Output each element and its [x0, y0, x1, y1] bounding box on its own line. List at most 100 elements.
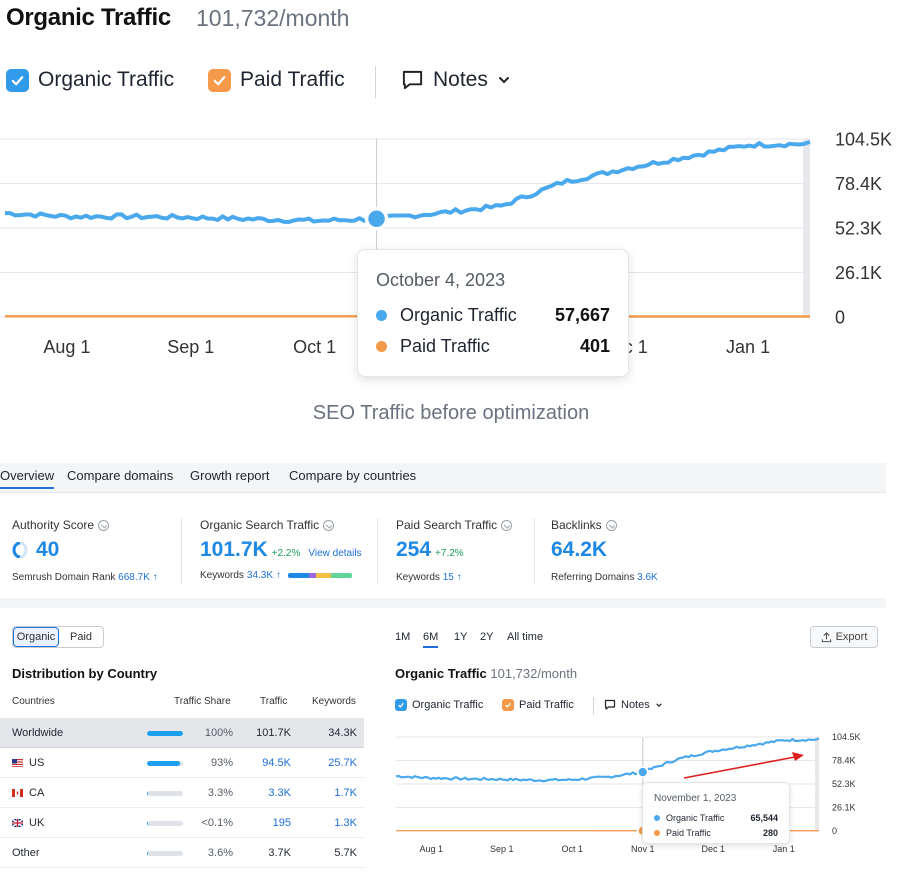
x-tick-label: Jan 1	[773, 844, 795, 854]
export-icon	[821, 631, 831, 642]
country-name: US	[29, 757, 45, 769]
organic-search-traffic-value: 101.7K	[200, 538, 268, 561]
checkbox-checked-icon[interactable]	[6, 68, 29, 92]
domain-rank-link[interactable]: 668.7K	[118, 572, 150, 583]
x-tick-label: Sep 1	[167, 337, 214, 357]
tab-overview[interactable]: Overview	[0, 468, 55, 489]
trend-arrow-icon	[683, 752, 804, 779]
traffic-share-value: 3.6%	[207, 847, 233, 859]
chart-caption: SEO Traffic before optimization	[312, 402, 590, 424]
organic-dot-icon	[654, 815, 660, 821]
metric-divider	[377, 518, 378, 584]
mini-chart-tooltip: November 1, 2023 Organic Traffic 65,544 …	[642, 782, 790, 844]
metric-authority-score: Authority Score 40 Semrush Domain Rank 6…	[12, 518, 158, 583]
segment-organic[interactable]: Organic	[13, 627, 59, 647]
series-line-organic	[5, 140, 811, 225]
metric-backlinks: Backlinks 64.2K Referring Domains 3.6K	[551, 518, 658, 583]
table-row[interactable]: Worldwide 100% 101.7K 34.3K	[0, 718, 364, 748]
period-all-time[interactable]: All time	[507, 631, 544, 643]
y-tick-label: 78.4K	[835, 174, 882, 194]
metric-organic-search-traffic: Organic Search Traffic 101.7K +2.2% View…	[200, 518, 362, 581]
column-header-traffic: Traffic	[260, 696, 288, 707]
column-header-traffic-share: Traffic Share	[174, 696, 231, 707]
traffic-value: 101.7K	[256, 727, 291, 739]
traffic-share-value: 100%	[204, 727, 233, 739]
traffic-share-value: <0.1%	[201, 817, 234, 829]
authority-gauge-icon	[12, 542, 28, 558]
table-row[interactable]: UK <0.1% 195 1.3K	[0, 808, 364, 838]
info-icon[interactable]	[605, 519, 617, 531]
traffic-value[interactable]: 94.5K	[262, 757, 291, 769]
legend-divider	[375, 66, 376, 98]
checkbox-checked-icon[interactable]	[395, 699, 407, 711]
segment-paid[interactable]: Paid	[69, 631, 93, 643]
table-row[interactable]: US 93% 94.5K 25.7K	[0, 748, 364, 778]
chart-edge	[815, 737, 819, 831]
table-row[interactable]: Other 3.6% 3.7K 5.7K	[0, 838, 364, 868]
mini-legend-paid-toggle[interactable]: Paid Traffic	[502, 699, 574, 711]
notes-label: Notes	[433, 68, 488, 91]
y-tick-label: 26.1K	[832, 803, 856, 813]
organic-dot-icon	[376, 310, 387, 321]
paid-delta: +7.2%	[435, 548, 464, 559]
mini-legend-organic-toggle[interactable]: Organic Traffic	[395, 699, 483, 711]
distribution-title: Distribution by Country	[12, 666, 158, 681]
y-tick-label: 104.5K	[835, 129, 892, 149]
traffic-value[interactable]: 3.3K	[268, 787, 291, 799]
legend-paid-toggle[interactable]: Paid Traffic	[208, 68, 345, 92]
view-details-link[interactable]: View details	[308, 548, 362, 559]
tab-compare-domains[interactable]: Compare domains	[67, 468, 174, 483]
x-tick-label: Jan 1	[726, 337, 770, 357]
y-tick-label: 26.1K	[835, 263, 882, 283]
info-icon[interactable]	[98, 519, 110, 531]
paid-dot-icon	[654, 830, 660, 836]
info-icon[interactable]	[323, 519, 335, 531]
paid-search-traffic-value: 254	[396, 538, 432, 561]
keyword-intent-bar	[288, 573, 353, 578]
export-button[interactable]: Export	[810, 626, 878, 648]
traffic-value: 101,732/month	[196, 5, 350, 31]
organic-delta: +2.2%	[271, 548, 301, 559]
mini-tooltip-row-paid: Paid Traffic 280	[654, 828, 778, 838]
tab-growth-report[interactable]: Growth report	[190, 468, 270, 483]
notes-icon	[604, 699, 616, 710]
referring-domains-link[interactable]: 3.6K	[637, 572, 658, 583]
tab-compare-by-countries[interactable]: Compare by countries	[289, 468, 417, 483]
authority-score-value: 40	[36, 538, 60, 561]
traffic-share-bar	[147, 791, 183, 796]
mini-organic-traffic-chart[interactable]: 0 26.1K 52.3K 78.4K 104.5K Aug 1 Sep 1 Oct 1 Nov…	[390, 728, 886, 858]
country-name: Other	[12, 847, 40, 859]
keywords-value[interactable]: 1.7K	[334, 787, 357, 799]
hover-point-organic	[636, 766, 649, 778]
mini-notes-dropdown[interactable]: Notes	[604, 699, 663, 711]
period-6m[interactable]: 6M	[423, 631, 439, 648]
keywords-value[interactable]: 25.7K	[328, 757, 357, 769]
period-1y[interactable]: 1Y	[454, 631, 468, 643]
country-name: Worldwide	[12, 727, 64, 739]
keywords-value: 34.3K	[328, 727, 357, 739]
legend-organic-toggle[interactable]: Organic Traffic	[6, 68, 174, 92]
page-title: Organic Traffic	[6, 4, 171, 31]
mini-chart-title: Organic Traffic 101,732/month	[395, 666, 578, 681]
hover-point-organic	[364, 207, 389, 231]
keywords-value[interactable]: 1.3K	[334, 817, 357, 829]
flag-us-icon	[12, 759, 23, 767]
traffic-value[interactable]: 195	[272, 817, 291, 829]
organic-keywords-link[interactable]: 34.3K	[246, 570, 274, 581]
notes-icon	[402, 70, 423, 89]
chart-tooltip: October 4, 2023 Organic Traffic 57,667 P…	[357, 249, 629, 377]
notes-dropdown[interactable]: Notes	[401, 68, 511, 92]
x-tick-label: Aug 1	[419, 844, 443, 854]
checkbox-checked-icon[interactable]	[208, 68, 231, 92]
paid-keywords-link[interactable]: 15	[442, 572, 454, 583]
y-tick-label: 0	[835, 307, 845, 327]
column-header-keywords: Keywords	[312, 696, 356, 707]
arrow-up-icon: ↑	[456, 572, 462, 583]
period-2y[interactable]: 2Y	[480, 631, 494, 643]
table-row[interactable]: CA 3.3% 3.3K 1.7K	[0, 778, 364, 808]
period-1m[interactable]: 1M	[395, 631, 411, 643]
country-distribution-table: Countries Traffic Share Traffic Keywords…	[0, 696, 364, 868]
info-icon[interactable]	[501, 519, 513, 531]
x-tick-label: Oct 1	[561, 844, 583, 854]
checkbox-checked-icon[interactable]	[502, 699, 514, 711]
